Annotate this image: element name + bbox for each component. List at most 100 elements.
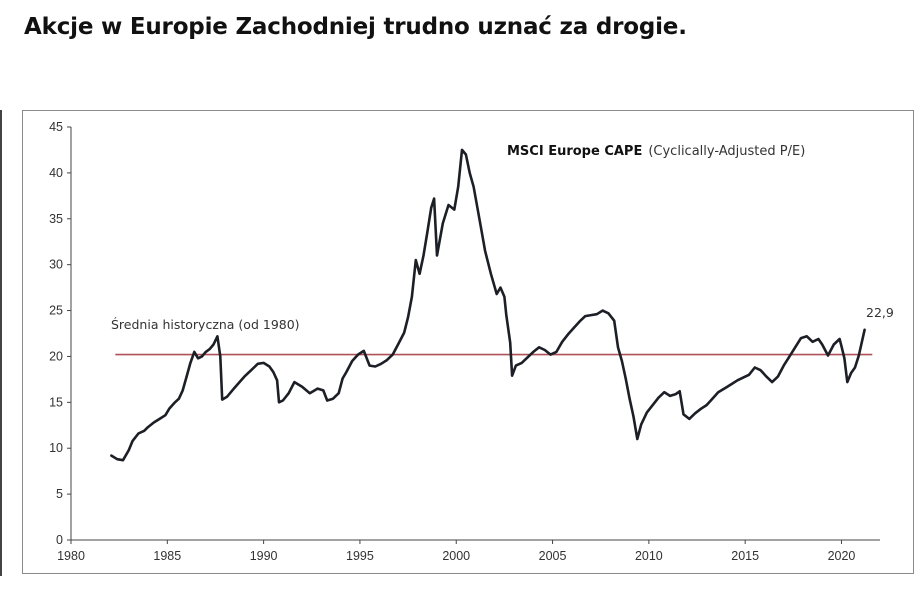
- series-point: [322, 389, 324, 391]
- series-point: [301, 386, 303, 388]
- series-point: [168, 408, 170, 410]
- chart-annotations: MSCI Europe CAPE (Cyclically-Adjusted P/E…: [111, 144, 894, 332]
- series-point: [201, 355, 203, 357]
- series-point: [499, 287, 502, 289]
- series-point: [219, 355, 221, 357]
- series-point: [407, 316, 409, 318]
- series-point: [783, 365, 785, 367]
- x-tick-label: 1990: [250, 549, 278, 563]
- series-point: [426, 231, 428, 234]
- series-point: [153, 421, 155, 424]
- x-tick-label: 2000: [442, 549, 470, 563]
- series-point: [555, 351, 558, 353]
- series-point: [694, 412, 696, 414]
- series-point: [679, 390, 681, 392]
- series-point: [840, 345, 843, 347]
- series-point: [110, 455, 112, 457]
- series-point: [742, 377, 744, 379]
- series-point: [317, 388, 319, 390]
- series-point: [193, 351, 195, 353]
- x-tick-label: 1985: [153, 549, 181, 563]
- series-point: [122, 459, 124, 461]
- series-point: [159, 418, 161, 420]
- series-point: [731, 383, 733, 385]
- series-point: [433, 198, 435, 200]
- series-point: [812, 341, 814, 343]
- series-point: [607, 312, 610, 314]
- series-point: [817, 338, 820, 340]
- series-point: [484, 250, 486, 252]
- series-point: [326, 399, 328, 402]
- series-point: [351, 360, 353, 362]
- y-tick-label: 30: [49, 258, 63, 272]
- series-point: [821, 343, 823, 346]
- series-point: [386, 359, 388, 361]
- series-point: [197, 357, 199, 359]
- series-point: [272, 371, 274, 373]
- series-point: [700, 408, 702, 410]
- series-point: [657, 397, 660, 399]
- y-tick-label: 40: [49, 166, 63, 180]
- series-point: [839, 338, 841, 340]
- y-tick-label: 5: [56, 487, 63, 501]
- series-point: [663, 391, 665, 393]
- legend-series-description: (Cyclically-Adjusted P/E): [648, 144, 805, 159]
- series-point: [363, 350, 365, 352]
- series-point: [861, 342, 863, 344]
- series-point: [777, 376, 779, 378]
- series-point: [216, 335, 218, 337]
- chart-frame: 0 5 10 15 20 25 30 35 40 45 1980 1985 1990 1995 2000 20…: [22, 110, 914, 574]
- series-point: [760, 369, 762, 371]
- series-point: [725, 387, 727, 389]
- series-point: [706, 404, 708, 406]
- series-point: [788, 355, 791, 357]
- series-point: [251, 368, 253, 370]
- series-point: [278, 401, 280, 403]
- series-point: [636, 438, 638, 440]
- series-point: [397, 343, 400, 345]
- series-point: [234, 387, 236, 389]
- x-tick-label: 2020: [828, 549, 856, 563]
- series-point: [496, 293, 498, 295]
- series-point: [137, 432, 139, 435]
- series-point: [765, 376, 768, 378]
- series-point: [338, 392, 340, 394]
- series-group: [110, 148, 866, 462]
- series-point: [544, 349, 546, 351]
- series-point: [345, 371, 347, 373]
- series-point: [596, 313, 598, 315]
- series-point: [754, 366, 756, 369]
- series-point: [578, 321, 581, 323]
- series-point: [688, 418, 690, 420]
- series-point: [806, 335, 808, 337]
- series-point: [538, 346, 540, 348]
- series-point: [590, 314, 592, 316]
- series-point: [846, 381, 848, 383]
- y-tick-label: 15: [49, 395, 63, 409]
- series-point: [357, 354, 359, 356]
- series-point: [629, 398, 631, 400]
- series-point: [457, 186, 459, 188]
- series-point: [461, 149, 463, 151]
- cropped-frame-edge: [0, 110, 2, 576]
- series-point: [573, 327, 575, 329]
- series-point: [212, 343, 215, 346]
- y-tick-label: 10: [49, 441, 63, 455]
- series-point: [515, 365, 517, 367]
- series-point: [186, 376, 188, 378]
- y-tick-label: 20: [49, 349, 63, 363]
- y-tick-label: 25: [49, 304, 63, 318]
- series-point: [447, 204, 450, 206]
- series-point: [858, 354, 860, 357]
- series-point: [442, 222, 444, 224]
- series-point: [309, 392, 311, 394]
- series-point: [276, 379, 278, 381]
- last-value-label: 22,9: [866, 305, 894, 320]
- series-line-msci-europe-cape: [110, 148, 866, 462]
- series-point: [268, 365, 270, 368]
- series-point: [257, 363, 259, 365]
- series-point: [864, 329, 866, 331]
- legend-series-name: MSCI Europe CAPE: [507, 144, 642, 159]
- x-tick-label: 1995: [346, 549, 374, 563]
- y-tick-label: 35: [49, 212, 63, 226]
